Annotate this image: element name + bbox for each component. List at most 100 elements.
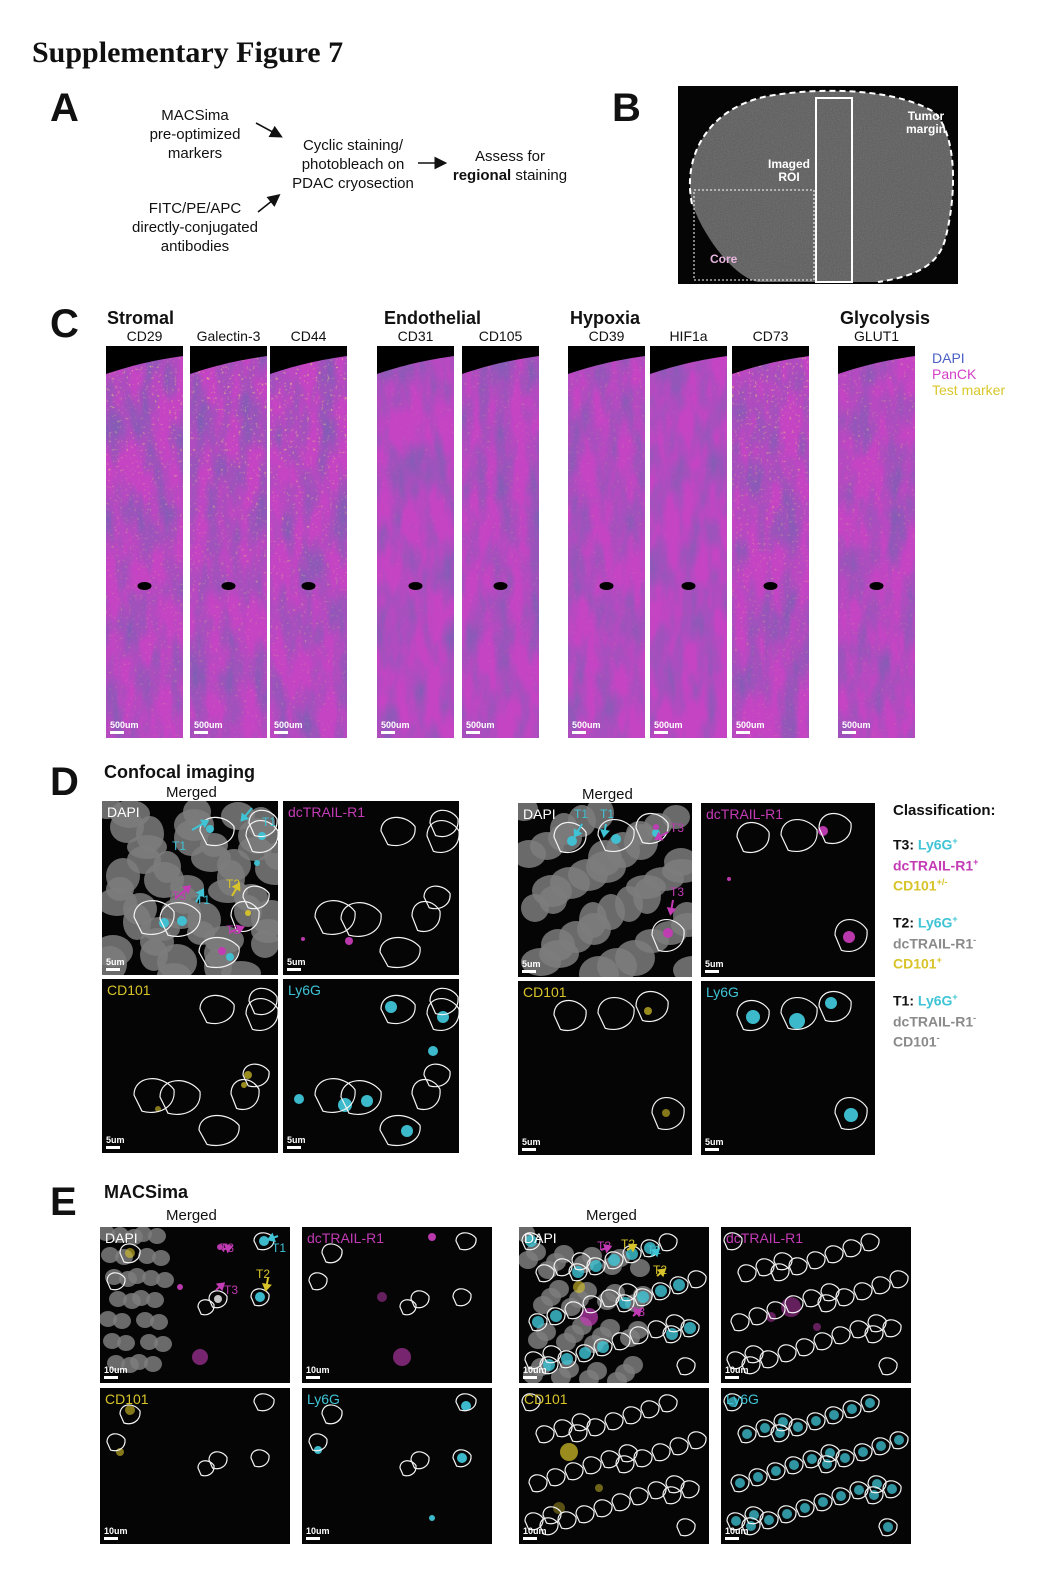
scale-bar: 500um bbox=[736, 720, 765, 734]
scale-bar-text: 500um bbox=[466, 720, 495, 730]
micrograph-content bbox=[721, 1388, 911, 1544]
scale-bar-text: 10um bbox=[523, 1365, 547, 1375]
confocal-merged-image-2: DAPI 5um T1 T1 T3 T3 bbox=[518, 803, 692, 977]
group-stromal: Stromal bbox=[107, 308, 174, 329]
scale-bar-line bbox=[522, 1148, 536, 1151]
scale-bar: 500um bbox=[194, 720, 223, 734]
arrow-icon bbox=[627, 1244, 637, 1251]
classification-title: Classification: bbox=[893, 802, 1033, 819]
marker-label: CD29 bbox=[100, 328, 189, 344]
channel-label: Ly6G bbox=[706, 984, 739, 1000]
marker-strip-image: 500um bbox=[568, 346, 645, 738]
scale-bar-text: 500um bbox=[736, 720, 765, 730]
channel-label: CD101 bbox=[523, 984, 567, 1000]
classification-row: T3: Ly6G+ dcTRAIL-R1+ CD101+/- bbox=[893, 833, 1033, 895]
scale-bar: 500um bbox=[654, 720, 683, 734]
legend-test-marker: Test marker bbox=[932, 382, 1005, 398]
strip-texture bbox=[732, 346, 809, 738]
scale-bar-line bbox=[842, 731, 856, 734]
scale-bar-line bbox=[522, 970, 536, 973]
macsima-ly6g-image-2: Ly6G 10um bbox=[721, 1388, 911, 1544]
confocal-merged-image-1: DAPI5umT1T1T3T1T2T3 bbox=[102, 801, 278, 975]
scale-bar: 10um bbox=[523, 1526, 547, 1540]
scale-bar-text: 5um bbox=[106, 1135, 125, 1145]
channel-label: dcTRAIL-R1 bbox=[726, 1230, 803, 1246]
class-cd101: CD101 bbox=[893, 956, 937, 972]
panel-a-arrows bbox=[0, 0, 600, 260]
scale-bar: 500um bbox=[110, 720, 139, 734]
scale-bar-text: 10um bbox=[725, 1365, 749, 1375]
classification-rows: T3: Ly6G+ dcTRAIL-R1+ CD101+/- T2: Ly6G+ dcT… bbox=[893, 833, 1033, 1051]
scale-bar: 10um bbox=[523, 1365, 547, 1379]
channel-label: DAPI bbox=[105, 1230, 138, 1246]
arrow-icon bbox=[603, 824, 607, 836]
confocal-ly6g-image-2: Ly6G 5um bbox=[701, 981, 875, 1155]
scale-bar-text: 500um bbox=[110, 720, 139, 730]
classification-row: T1: Ly6G+ dcTRAIL-R1- CD101- bbox=[893, 989, 1033, 1051]
micrograph-content bbox=[100, 1227, 290, 1383]
legend-dapi: DAPI bbox=[932, 350, 1005, 366]
confocal-dctrail-image-2: dcTRAIL-R1 5um bbox=[701, 803, 875, 977]
scale-bar: 500um bbox=[572, 720, 601, 734]
panel-label-c: C bbox=[50, 302, 79, 347]
macsima-cd101-image-2: CD101 10um bbox=[519, 1388, 709, 1544]
scale-bar: 5um bbox=[522, 959, 541, 973]
marker-label: CD31 bbox=[371, 328, 460, 344]
scale-bar: 10um bbox=[725, 1526, 749, 1540]
class-cd101-sign: - bbox=[937, 1033, 940, 1043]
class-ly6g-sign: + bbox=[952, 914, 957, 924]
channel-label: DAPI bbox=[524, 1230, 557, 1246]
scale-bar-text: 5um bbox=[287, 1135, 306, 1145]
scale-bar-line bbox=[287, 1146, 301, 1149]
confocal-cd101-image-1: CD101 5um bbox=[102, 979, 278, 1153]
strip-texture bbox=[270, 346, 347, 738]
scale-bar-text: 5um bbox=[287, 957, 306, 967]
class-tag: T1 bbox=[893, 993, 909, 1009]
scale-bar-text: 10um bbox=[523, 1526, 547, 1536]
class-dctrail-sign: + bbox=[973, 857, 978, 867]
channel-legend: DAPI PanCK Test marker bbox=[932, 350, 1005, 398]
channel-label: CD101 bbox=[105, 1391, 149, 1407]
marker-label: CD44 bbox=[264, 328, 353, 344]
scale-bar-line bbox=[523, 1376, 537, 1379]
classification-legend: Classification: T3: Ly6G+ dcTRAIL-R1+ CD10… bbox=[893, 802, 1033, 1067]
scale-bar-text: 10um bbox=[306, 1526, 330, 1536]
scale-bar-line bbox=[705, 970, 719, 973]
class-sep: : bbox=[909, 993, 918, 1009]
scale-bar: 10um bbox=[104, 1526, 128, 1540]
panel-label-b: B bbox=[612, 86, 641, 131]
classification-row: T2: Ly6G+ dcTRAIL-R1- CD101+ bbox=[893, 911, 1033, 973]
scale-bar: 5um bbox=[522, 1137, 541, 1151]
scale-bar: 10um bbox=[306, 1365, 330, 1379]
channel-label: dcTRAIL-R1 bbox=[706, 806, 783, 822]
class-dctrail: dcTRAIL-R1 bbox=[893, 935, 973, 951]
scale-bar: 10um bbox=[104, 1365, 128, 1379]
scale-bar-line bbox=[104, 1376, 118, 1379]
micrograph-content bbox=[701, 803, 875, 977]
cell-type-tag: T1 bbox=[172, 839, 186, 853]
scale-bar-line bbox=[466, 731, 480, 734]
scale-bar-line bbox=[705, 1148, 719, 1151]
channel-label: Ly6G bbox=[288, 982, 321, 998]
scale-bar-text: 500um bbox=[274, 720, 303, 730]
strip-texture bbox=[106, 346, 183, 738]
scale-bar-text: 500um bbox=[572, 720, 601, 730]
scale-bar-line bbox=[725, 1376, 739, 1379]
imaged-roi-label: Imaged ROI bbox=[768, 158, 810, 184]
marker-label: CD105 bbox=[456, 328, 545, 344]
cell-type-tag: T3 bbox=[670, 885, 684, 899]
scale-bar-text: 10um bbox=[104, 1526, 128, 1536]
group-endothelial: Endothelial bbox=[384, 308, 481, 329]
scale-bar-text: 500um bbox=[654, 720, 683, 730]
scale-bar-line bbox=[736, 731, 750, 734]
class-tag: T3 bbox=[893, 837, 909, 853]
panel-label-d: D bbox=[50, 760, 79, 805]
scale-bar-text: 5um bbox=[522, 1137, 541, 1147]
class-dctrail: dcTRAIL-R1 bbox=[893, 1013, 973, 1029]
class-ly6g-sign: + bbox=[952, 992, 957, 1002]
channel-label: DAPI bbox=[107, 804, 140, 820]
class-ly6g: Ly6G bbox=[918, 993, 953, 1009]
e-merged-label-left: Merged bbox=[166, 1207, 217, 1224]
scale-bar-line bbox=[106, 1146, 120, 1149]
scale-bar: 5um bbox=[705, 1137, 724, 1151]
